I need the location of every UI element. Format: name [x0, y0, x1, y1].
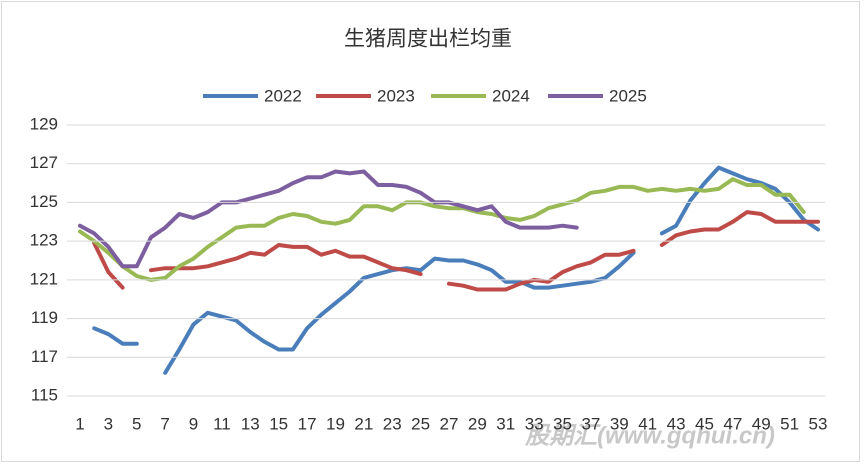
y-tick-label: 127 [30, 153, 58, 172]
x-tick-label: 13 [241, 414, 260, 433]
x-tick-label: 3 [104, 414, 113, 433]
x-tick-label: 5 [132, 414, 141, 433]
y-tick-label: 125 [30, 192, 58, 211]
legend-label: 2022 [264, 86, 302, 105]
x-tick-label: 39 [610, 414, 629, 433]
y-tick-label: 119 [31, 308, 58, 327]
x-tick-label: 29 [468, 414, 487, 433]
watermark: 股期汇(www.gqhui.cn) [524, 422, 775, 449]
x-tick-label: 27 [440, 414, 459, 433]
series-line [92, 210, 820, 292]
legend-label: 2023 [377, 86, 415, 105]
y-tick-label: 115 [31, 385, 58, 404]
x-tick-label: 41 [638, 414, 657, 433]
x-tick-label: 31 [496, 414, 515, 433]
x-tick-label: 33 [525, 414, 544, 433]
x-tick-label: 1 [75, 414, 84, 433]
x-tick-label: 25 [411, 414, 430, 433]
x-tick-label: 19 [326, 414, 345, 433]
y-tick-label: 129 [30, 114, 58, 133]
x-tick-label: 15 [269, 414, 288, 433]
x-tick-label: 49 [752, 414, 771, 433]
x-tick-label: 17 [298, 414, 317, 433]
y-tick-label: 117 [31, 347, 58, 366]
legend-label: 2024 [492, 86, 530, 105]
x-tick-label: 47 [723, 414, 742, 433]
x-tick-label: 43 [667, 414, 686, 433]
y-tick-label: 121 [30, 269, 58, 288]
x-tick-label: 7 [160, 414, 169, 433]
chart-title: 生猪周度出栏均重 [344, 28, 512, 51]
x-tick-label: 37 [581, 414, 600, 433]
x-tick-label: 11 [213, 414, 231, 433]
x-tick-label: 35 [553, 414, 572, 433]
x-tick-label: 9 [189, 414, 198, 433]
series-line [78, 177, 806, 282]
x-tick-label: 53 [809, 414, 828, 433]
x-tick-label: 21 [354, 414, 373, 433]
series-line [78, 169, 579, 269]
legend-label: 2025 [609, 86, 647, 105]
y-tick-label: 123 [30, 231, 58, 250]
x-tick-label: 45 [695, 414, 714, 433]
x-tick-label: 23 [383, 414, 402, 433]
x-tick-label: 51 [780, 414, 799, 433]
